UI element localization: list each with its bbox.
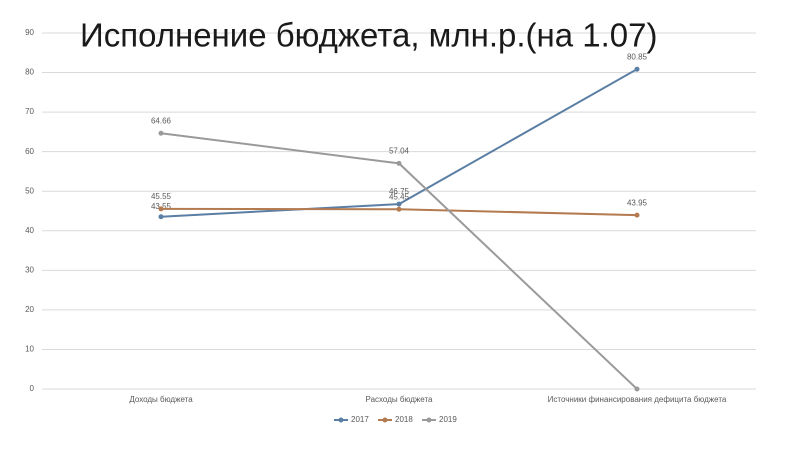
- y-tick-label: 10: [25, 345, 34, 354]
- y-tick-label: 80: [25, 68, 34, 77]
- y-tick-label: 50: [25, 186, 34, 195]
- data-label: 57.04: [389, 146, 410, 155]
- x-tick-label: Доходы бюджета: [129, 395, 193, 404]
- y-tick-label: 60: [25, 147, 34, 156]
- y-tick-label: 70: [25, 107, 34, 116]
- point: [396, 201, 402, 207]
- x-tick-label: Расходы бюджета: [366, 395, 434, 404]
- point: [158, 206, 164, 212]
- point: [396, 206, 402, 212]
- data-label: 64.66: [151, 116, 172, 125]
- legend-label: 2019: [439, 415, 457, 424]
- point: [634, 386, 640, 392]
- legend-marker: [426, 417, 432, 423]
- data-label: 45.55: [151, 192, 172, 201]
- data-label: 43.95: [627, 198, 648, 207]
- y-tick-label: 30: [25, 265, 34, 274]
- point: [158, 130, 164, 136]
- y-tick-label: 40: [25, 226, 34, 235]
- y-tick-label: 90: [25, 28, 34, 37]
- x-tick-label: Источники финансирования дефицита бюджет…: [548, 395, 727, 404]
- point: [158, 214, 164, 220]
- chart-title: Исполнение бюджета, млн.р.(на 1.07): [80, 17, 657, 54]
- y-tick-label: 20: [25, 305, 34, 314]
- legend-marker: [382, 417, 388, 423]
- data-label: 80.85: [627, 52, 648, 61]
- point: [396, 160, 402, 166]
- point: [634, 66, 640, 72]
- point: [634, 212, 640, 218]
- legend-label: 2017: [351, 415, 369, 424]
- legend-label: 2018: [395, 415, 413, 424]
- legend-marker: [338, 417, 344, 423]
- data-label: 46.75: [389, 187, 410, 196]
- data-label: 45.45: [389, 192, 410, 201]
- y-tick-label: 0: [30, 384, 35, 393]
